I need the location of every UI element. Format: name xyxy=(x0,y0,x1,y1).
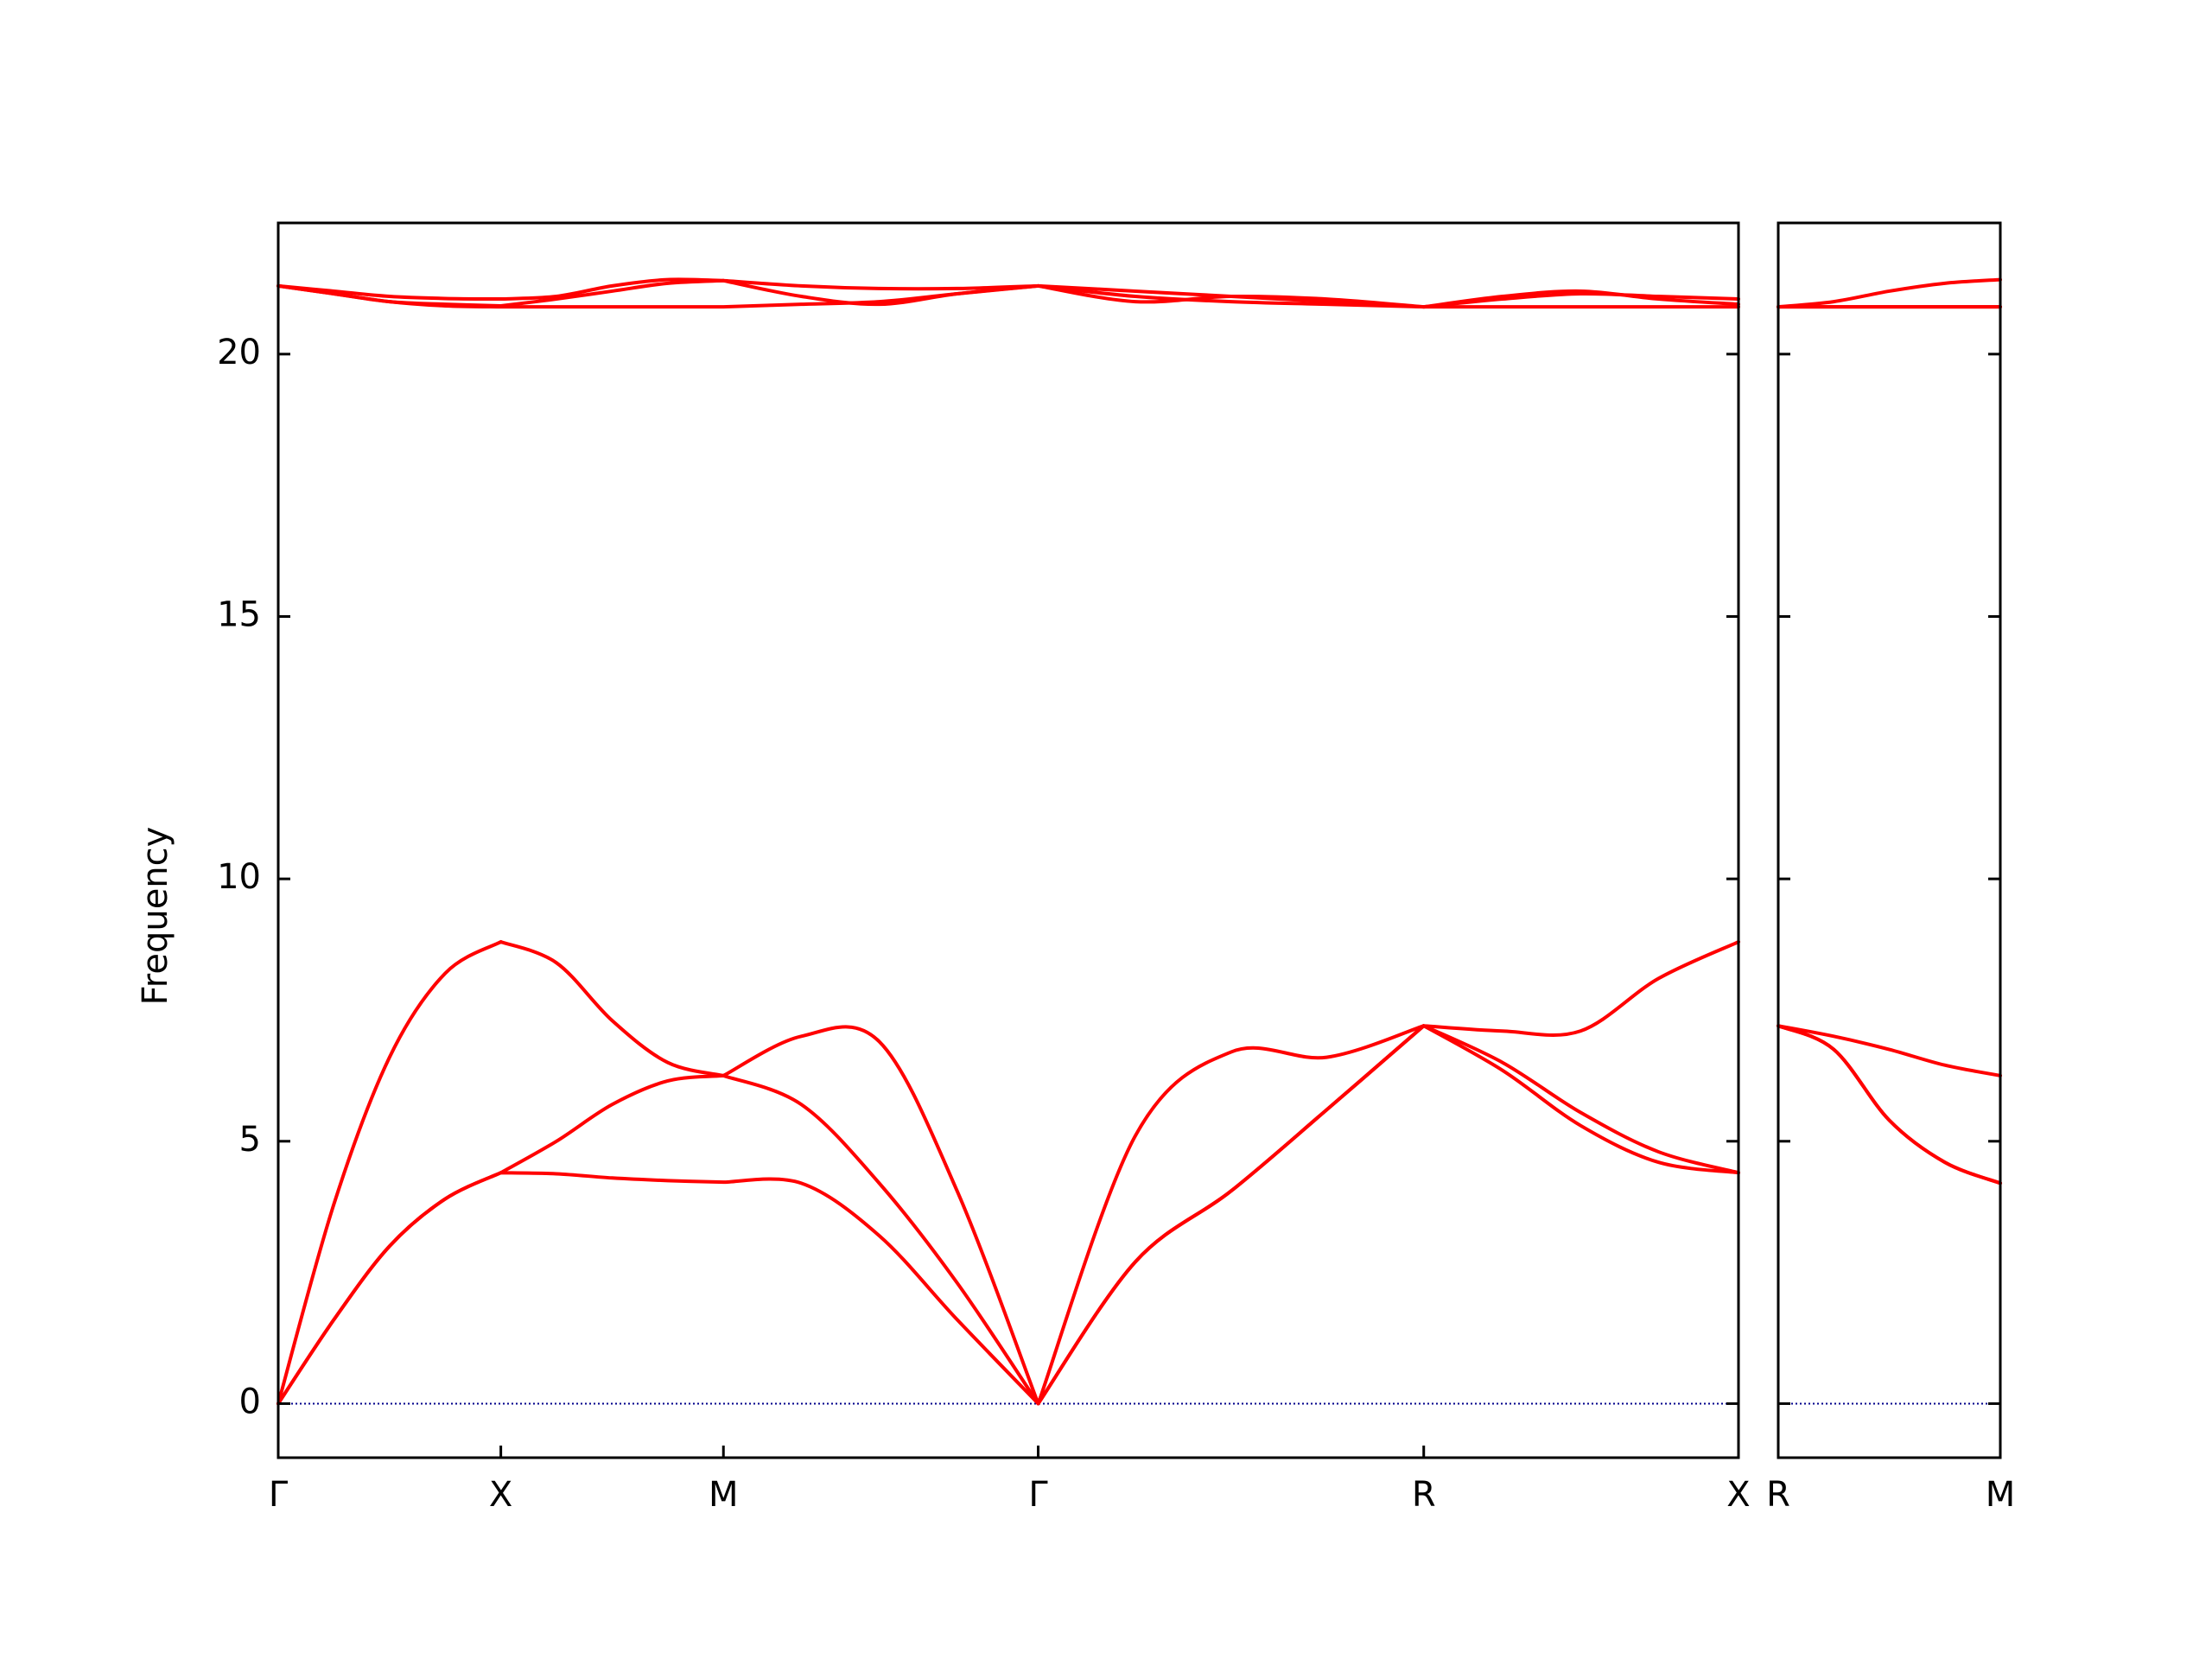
y-tick-label: 10 xyxy=(217,857,261,897)
x-tick-label: R xyxy=(1766,1475,1790,1515)
band-line xyxy=(1777,1024,2002,1077)
plot-frame xyxy=(1777,221,2002,1459)
band-line xyxy=(1777,277,2002,309)
y-tick-label: 15 xyxy=(217,594,261,634)
y-tick-label: 0 xyxy=(239,1382,261,1421)
x-tick-label: R xyxy=(1412,1475,1436,1515)
band-line xyxy=(1777,1024,2002,1185)
x-tick-label: M xyxy=(1986,1475,2016,1515)
x-tick-label: Γ xyxy=(1028,1475,1048,1515)
band-line xyxy=(276,277,1740,309)
y-axis-label: Frequency xyxy=(136,827,175,1006)
y-tick-label: 5 xyxy=(239,1120,261,1160)
y-tick-label: 20 xyxy=(217,333,261,372)
band-line xyxy=(276,1024,1740,1406)
x-tick-label: M xyxy=(709,1475,739,1515)
band-line xyxy=(276,1024,1740,1406)
band-line xyxy=(276,940,1740,1406)
band-line xyxy=(276,278,1740,309)
plot-frame xyxy=(276,221,1740,1459)
x-tick-label: Γ xyxy=(269,1475,289,1515)
x-tick-label: X xyxy=(489,1475,512,1515)
x-tick-label: X xyxy=(1726,1475,1750,1515)
